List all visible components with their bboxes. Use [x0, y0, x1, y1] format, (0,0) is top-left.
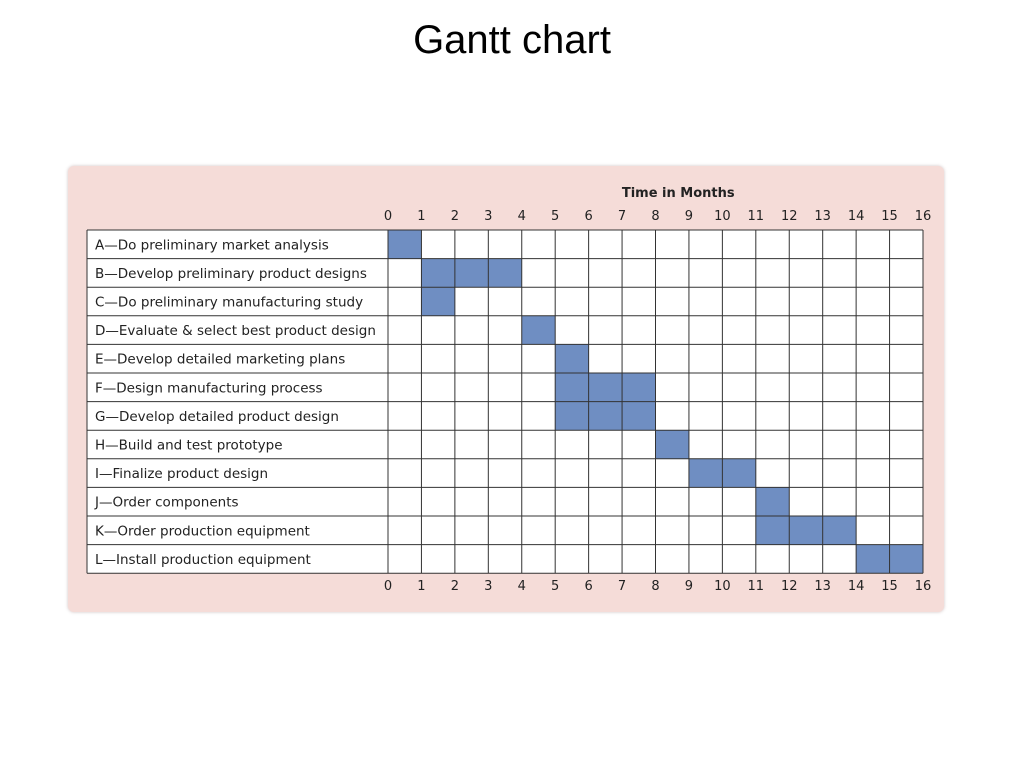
task-label-l: L—Install production equipment — [95, 552, 311, 568]
x-tick-label-top: 14 — [848, 209, 865, 224]
x-tick-label-bottom: 16 — [915, 579, 932, 594]
x-tick-label-bottom: 4 — [518, 579, 526, 594]
x-tick-label-top: 13 — [814, 209, 831, 224]
task-label-i: I—Finalize product design — [95, 466, 268, 482]
x-tick-label-bottom: 1 — [417, 579, 425, 594]
task-bar-a — [388, 230, 422, 259]
x-tick-label-bottom: 11 — [748, 579, 765, 594]
x-tick-label-top: 9 — [685, 209, 693, 224]
x-tick-label-top: 12 — [781, 209, 798, 224]
task-bar-j — [755, 487, 790, 516]
task-bar-f — [555, 373, 656, 402]
task-label-e: E—Develop detailed marketing plans — [95, 352, 345, 368]
x-tick-label-top: 5 — [551, 209, 559, 224]
x-tick-label-bottom: 14 — [848, 579, 865, 594]
task-bar-b — [421, 258, 522, 288]
task-bar-h — [655, 430, 689, 459]
x-tick-label-top: 16 — [915, 209, 932, 224]
x-tick-label-top: 0 — [384, 209, 392, 224]
task-bar-d — [521, 315, 556, 345]
x-tick-label-bottom: 9 — [685, 579, 693, 594]
x-tick-label-bottom: 13 — [814, 579, 831, 594]
x-axis-label: Time in Months — [622, 186, 735, 201]
task-label-g: G—Develop detailed product design — [95, 409, 339, 425]
x-tick-label-top: 11 — [748, 209, 765, 224]
x-tick-label-top: 7 — [618, 209, 626, 224]
task-bar-k — [755, 516, 857, 545]
x-tick-label-top: 2 — [451, 209, 459, 224]
x-tick-label-top: 4 — [518, 209, 526, 224]
task-bar-g — [555, 401, 656, 431]
x-tick-label-top: 8 — [651, 209, 659, 224]
task-label-j: J—Order components — [94, 495, 239, 511]
x-tick-label-bottom: 0 — [384, 579, 392, 594]
x-tick-label-bottom: 15 — [881, 579, 898, 594]
x-tick-label-bottom: 12 — [781, 579, 798, 594]
x-tick-label-top: 3 — [484, 209, 492, 224]
x-tick-label-top: 15 — [881, 209, 898, 224]
task-label-f: F—Design manufacturing process — [95, 380, 323, 396]
x-tick-label-top: 6 — [584, 209, 592, 224]
task-label-k: K—Order production equipment — [95, 523, 310, 539]
x-tick-label-bottom: 7 — [618, 579, 626, 594]
task-label-h: H—Build and test prototype — [95, 438, 283, 454]
x-tick-label-top: 1 — [417, 209, 425, 224]
task-bar-e — [555, 344, 589, 373]
x-tick-label-bottom: 6 — [584, 579, 592, 594]
x-tick-label-bottom: 5 — [551, 579, 559, 594]
slide-title: Gantt chart — [413, 18, 611, 62]
x-tick-label-top: 10 — [714, 209, 731, 224]
task-label-b: B—Develop preliminary product designs — [95, 266, 367, 282]
task-label-a: A—Do preliminary market analysis — [95, 237, 329, 253]
task-bar-c — [421, 287, 455, 316]
x-tick-label-bottom: 10 — [714, 579, 731, 594]
task-label-d: D—Evaluate & select best product design — [95, 323, 376, 339]
x-tick-label-bottom: 8 — [651, 579, 659, 594]
x-tick-label-bottom: 3 — [484, 579, 492, 594]
x-tick-label-bottom: 2 — [451, 579, 459, 594]
task-label-c: C—Do preliminary manufacturing study — [95, 295, 363, 311]
